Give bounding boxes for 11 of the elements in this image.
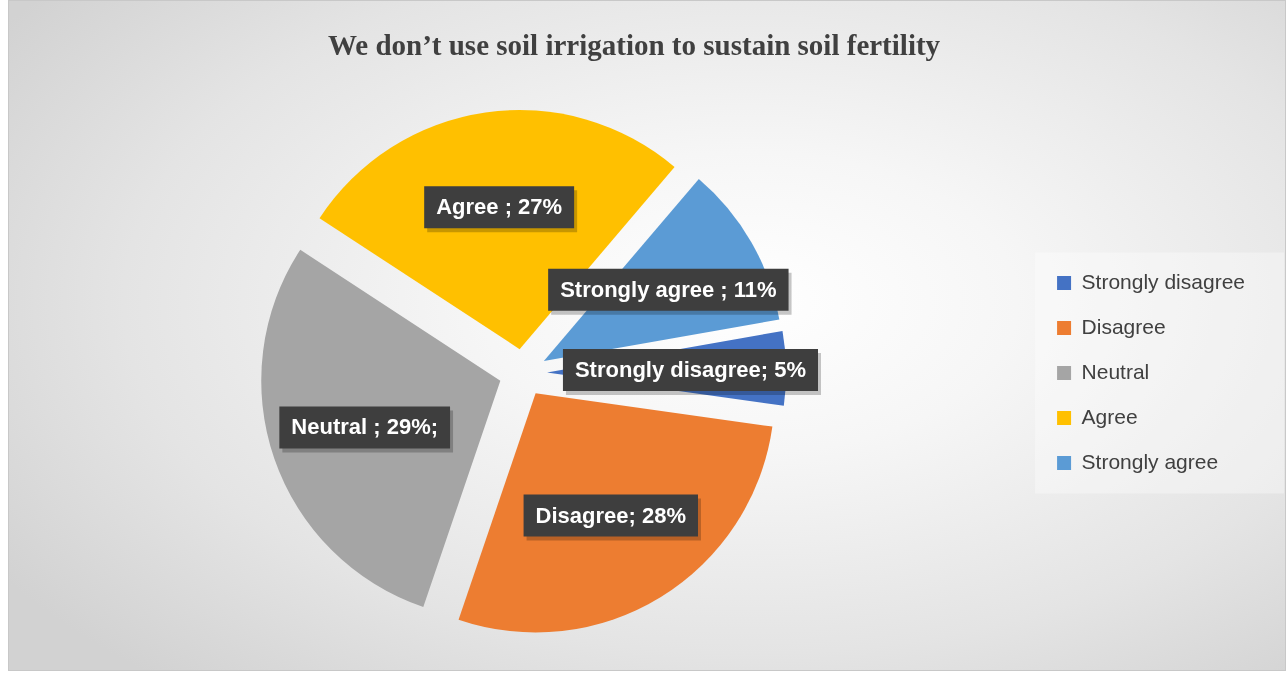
legend-label: Neutral — [1081, 359, 1150, 383]
data-label: Strongly disagree; 5% — [574, 357, 807, 383]
legend-label: Disagree — [1081, 314, 1166, 338]
chart-title: We don’t use soil irrigation to sustain soil fertility — [327, 28, 941, 61]
legend-label: Strongly agree — [1081, 449, 1219, 473]
data-label: Strongly agree ; 11% — [560, 276, 777, 302]
data-label: Neutral ; 29%; — [291, 414, 439, 440]
legend-label: Strongly disagree — [1081, 269, 1246, 293]
legend-label: Agree — [1081, 404, 1138, 428]
data-label: Agree ; 27% — [436, 194, 563, 220]
data-label: Disagree; 28% — [535, 502, 686, 528]
